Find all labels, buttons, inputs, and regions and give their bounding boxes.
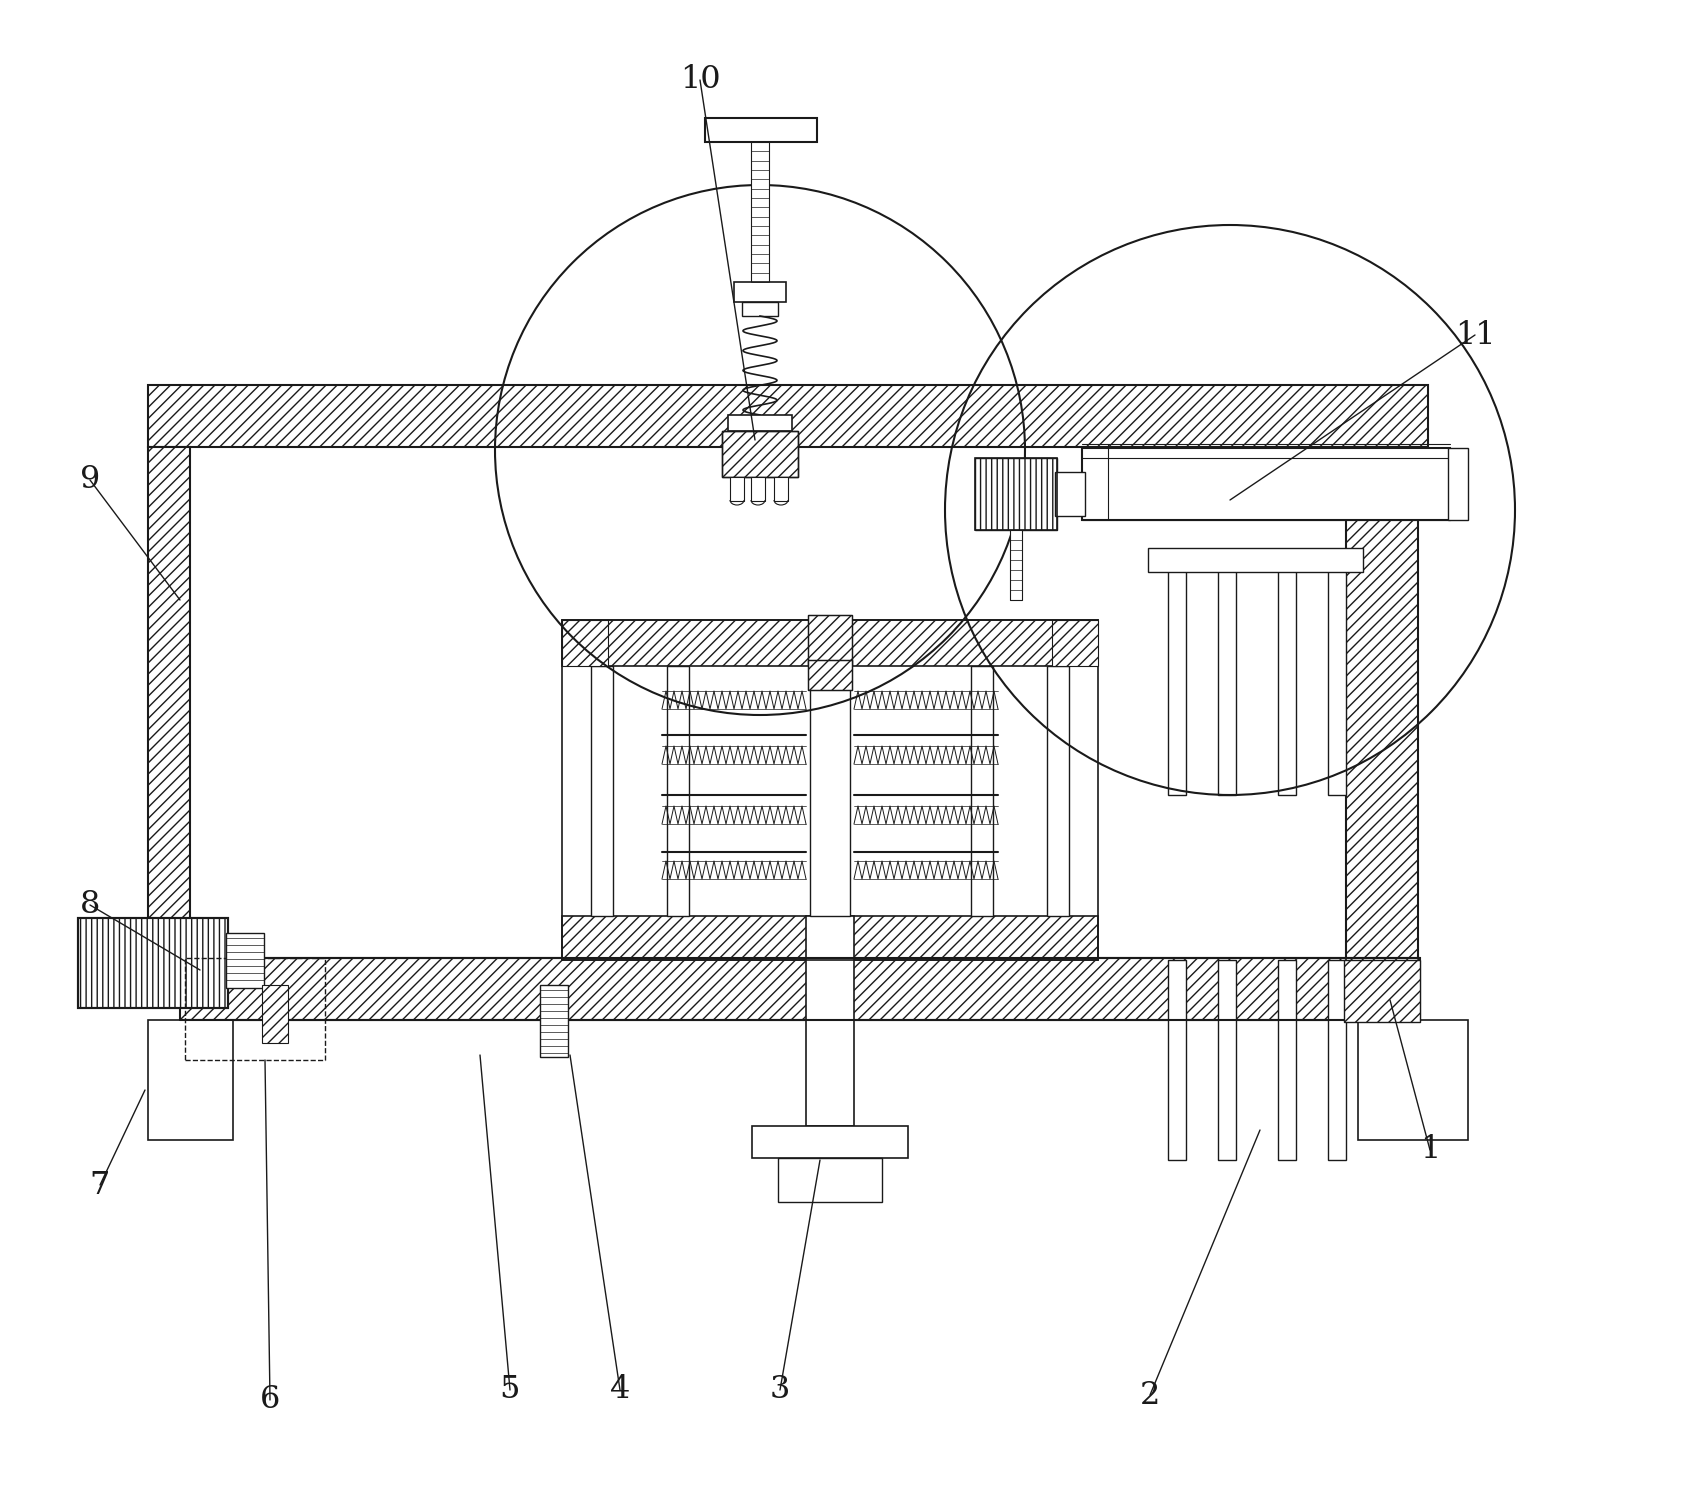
Bar (180, 958, 1420, 1019)
Bar (1277, 961, 1295, 1160)
Bar (77, 918, 227, 1007)
Bar (806, 915, 853, 1126)
Text: 2: 2 (1139, 1380, 1159, 1410)
Text: 3: 3 (769, 1374, 791, 1405)
Bar (562, 620, 607, 667)
Bar (1167, 555, 1186, 795)
Bar (722, 431, 797, 477)
Bar (807, 661, 851, 691)
Bar (1055, 472, 1085, 516)
Bar (774, 477, 787, 501)
Bar (974, 458, 1056, 529)
Bar (1046, 667, 1068, 915)
Bar (1218, 555, 1235, 795)
Bar (185, 958, 325, 1060)
Bar (1218, 961, 1235, 1160)
Text: 4: 4 (609, 1374, 629, 1405)
Bar (1327, 961, 1346, 1160)
Bar (974, 458, 1056, 529)
Bar (807, 615, 851, 665)
Text: 1: 1 (1420, 1134, 1440, 1166)
Bar (722, 431, 797, 477)
Bar (225, 933, 264, 988)
Bar (1277, 555, 1295, 795)
Bar (1147, 547, 1362, 572)
Bar (148, 385, 1426, 446)
Bar (807, 661, 851, 691)
Bar (809, 667, 849, 915)
Bar (730, 477, 743, 501)
Bar (1051, 620, 1097, 667)
Text: 8: 8 (79, 890, 101, 920)
Text: 9: 9 (79, 464, 99, 496)
Bar (1327, 555, 1346, 795)
Text: 6: 6 (259, 1384, 279, 1416)
Bar (540, 985, 567, 1057)
Bar (742, 302, 777, 317)
Bar (1167, 961, 1186, 1160)
Bar (705, 118, 816, 142)
Bar (733, 282, 785, 302)
Text: 5: 5 (500, 1374, 520, 1405)
Bar (562, 620, 1097, 667)
Bar (752, 1126, 908, 1158)
Bar (666, 667, 688, 915)
Bar (750, 142, 769, 282)
Bar (807, 615, 851, 665)
Text: 7: 7 (89, 1170, 109, 1200)
Bar (1357, 1019, 1467, 1140)
Text: 10: 10 (680, 65, 720, 95)
Bar (750, 477, 765, 501)
Bar (148, 446, 190, 982)
Bar (262, 985, 288, 1044)
Bar (1346, 446, 1418, 982)
Text: 11: 11 (1453, 320, 1494, 350)
Bar (1082, 448, 1450, 520)
Bar (148, 1019, 232, 1140)
Bar (1447, 448, 1467, 520)
Bar (1344, 961, 1420, 1022)
Bar (728, 415, 792, 431)
Bar (562, 915, 1097, 961)
Bar (777, 1158, 881, 1202)
Bar (77, 918, 227, 1007)
Bar (971, 667, 992, 915)
Bar (1009, 529, 1021, 600)
Bar (590, 667, 612, 915)
